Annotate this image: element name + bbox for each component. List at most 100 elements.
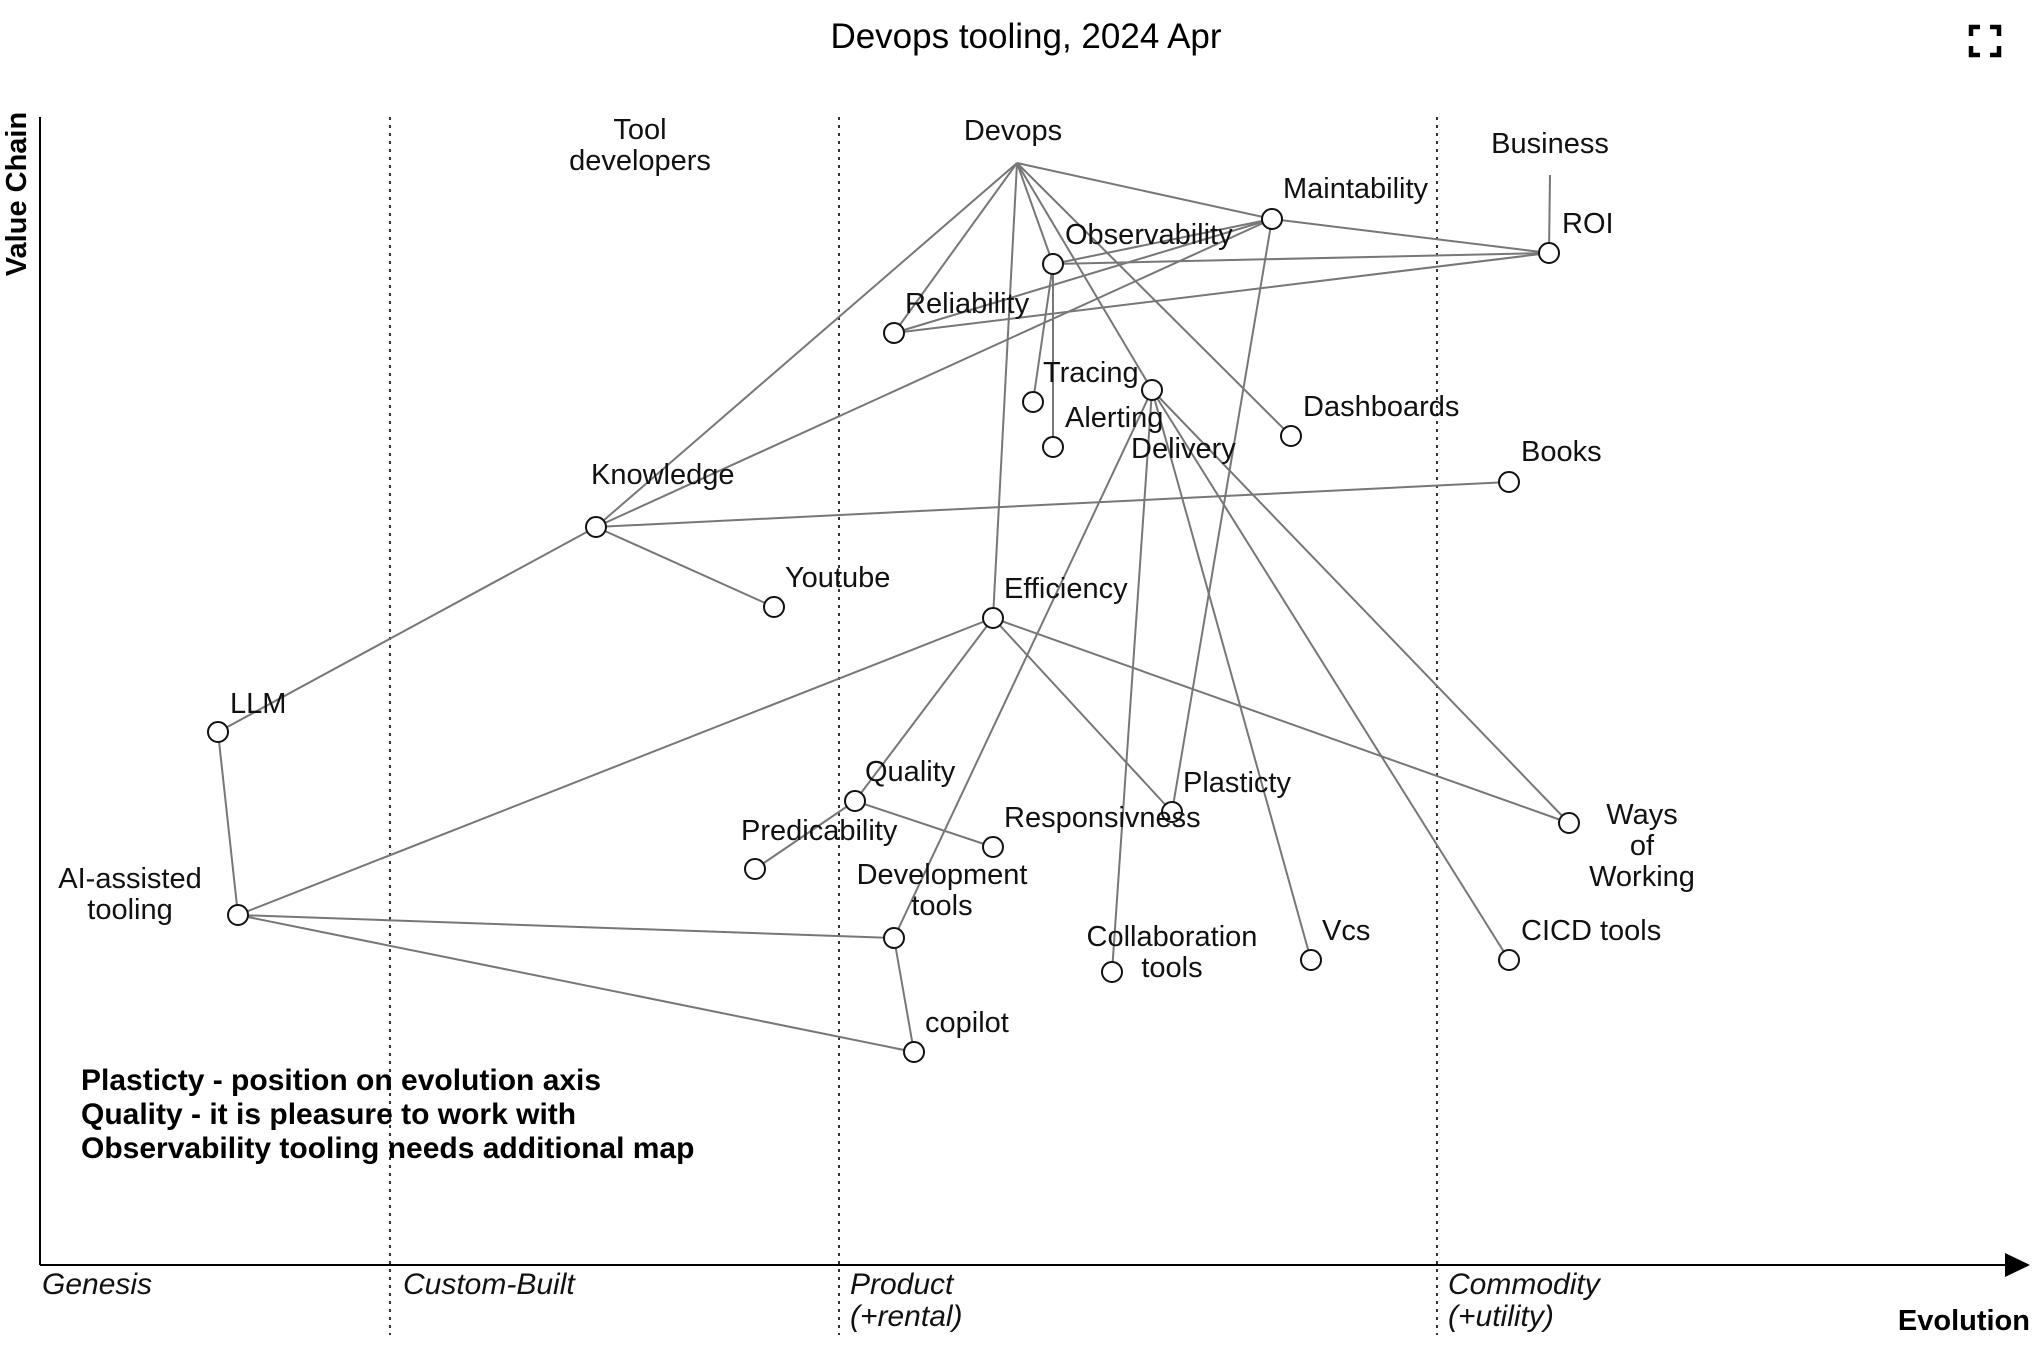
link-delivery-cicd-tools bbox=[1151, 389, 1510, 961]
label-reliability: Reliability bbox=[905, 288, 1030, 320]
node-plasticty[interactable] bbox=[1161, 801, 1183, 823]
nodes-layer bbox=[207, 208, 1580, 1063]
node-alerting[interactable] bbox=[1042, 436, 1064, 458]
note-1: Plasticty - position on evolution axis bbox=[81, 1064, 601, 1097]
node-observability[interactable] bbox=[1042, 253, 1064, 275]
node-cicd-tools[interactable] bbox=[1498, 949, 1520, 971]
link-efficiency-ai-assisted-tooling bbox=[237, 617, 994, 916]
label-ai-assisted-tooling: AI-assisted tooling bbox=[58, 863, 201, 926]
label-business: Business bbox=[1491, 128, 1609, 160]
link-maintability-plasticty bbox=[1171, 218, 1273, 813]
link-quality-predicability bbox=[754, 800, 856, 870]
link-knowledge-youtube bbox=[595, 526, 775, 608]
node-copilot[interactable] bbox=[903, 1041, 925, 1063]
link-devops-reliability bbox=[893, 162, 1018, 334]
label-development-tools: Development tools bbox=[857, 859, 1028, 922]
link-devops-efficiency bbox=[992, 162, 1018, 619]
stage-commodity: Commodity (+utility) bbox=[1448, 1268, 1602, 1333]
node-development-tools[interactable] bbox=[883, 927, 905, 949]
node-quality[interactable] bbox=[844, 790, 866, 812]
node-collaboration-tools[interactable] bbox=[1101, 961, 1123, 983]
label-copilot: copilot bbox=[925, 1007, 1009, 1039]
label-delivery: Delivery bbox=[1131, 433, 1236, 465]
label-quality: Quality bbox=[865, 756, 956, 788]
node-tracing[interactable] bbox=[1022, 391, 1044, 413]
link-devops-observability bbox=[1016, 162, 1054, 265]
node-efficiency[interactable] bbox=[982, 607, 1004, 629]
label-efficiency: Efficiency bbox=[1004, 573, 1128, 605]
label-roi: ROI bbox=[1562, 208, 1614, 240]
labels-layer: Tool developers Devops Business Maintability… bbox=[58, 114, 1695, 1039]
link-efficiency-quality bbox=[854, 617, 994, 802]
link-maintability-reliability bbox=[893, 218, 1273, 334]
link-delivery-collaboration-tools bbox=[1111, 389, 1153, 973]
link-maintability-roi bbox=[1271, 218, 1550, 254]
link-efficiency-plasticty bbox=[992, 617, 1173, 813]
label-tracing: Tracing bbox=[1043, 357, 1139, 389]
fullscreen-icon bbox=[1968, 24, 2002, 58]
link-delivery-development-tools bbox=[893, 389, 1153, 939]
link-observability-roi bbox=[1052, 252, 1550, 265]
evolution-arrowhead-icon bbox=[2005, 1253, 2030, 1277]
label-knowledge: Knowledge bbox=[591, 459, 735, 491]
node-ways-of-working[interactable] bbox=[1558, 812, 1580, 834]
label-plasticty: Plasticty bbox=[1183, 767, 1291, 799]
node-ai-assisted-tooling[interactable] bbox=[227, 904, 249, 926]
label-collaboration-tools: Collaboration tools bbox=[1087, 921, 1258, 984]
map-title: Devops tooling, 2024 Apr bbox=[830, 17, 1221, 56]
label-predicability: Predicability bbox=[741, 815, 898, 847]
node-knowledge[interactable] bbox=[585, 516, 607, 538]
node-maintability[interactable] bbox=[1261, 208, 1283, 230]
stage-custom-built: Custom-Built bbox=[403, 1268, 576, 1301]
link-observability-tracing bbox=[1032, 263, 1054, 403]
note-2: Quality - it is pleasure to work with bbox=[81, 1098, 576, 1131]
node-youtube[interactable] bbox=[763, 596, 785, 618]
node-llm[interactable] bbox=[207, 721, 229, 743]
link-devops-knowledge bbox=[595, 162, 1018, 528]
link-llm-knowledge bbox=[217, 526, 597, 733]
fullscreen-button[interactable] bbox=[1968, 24, 2002, 58]
link-delivery-ways-of-working bbox=[1151, 389, 1570, 824]
link-knowledge-books bbox=[595, 481, 1510, 528]
evolution-label: Evolution bbox=[1898, 1305, 2030, 1337]
link-devops-maintability bbox=[1016, 162, 1273, 220]
label-ways-of-working: Ways of Working bbox=[1589, 799, 1695, 893]
stage-labels: Genesis Custom-Built Product (+rental) Commo… bbox=[42, 1268, 1602, 1333]
label-alerting: Alerting bbox=[1065, 402, 1163, 434]
node-dashboards[interactable] bbox=[1280, 425, 1302, 447]
node-reliability[interactable] bbox=[883, 322, 905, 344]
label-dashboards: Dashboards bbox=[1303, 391, 1459, 423]
link-llm-ai-assisted-tooling bbox=[217, 731, 239, 916]
link-maintability-knowledge bbox=[595, 218, 1273, 528]
node-responsivness[interactable] bbox=[982, 836, 1004, 858]
link-development-tools-copilot bbox=[893, 937, 915, 1053]
node-predicability[interactable] bbox=[744, 858, 766, 880]
link-ai-assisted-tooling-development-tools bbox=[237, 914, 895, 939]
node-books[interactable] bbox=[1498, 471, 1520, 493]
label-maintability: Maintability bbox=[1283, 173, 1429, 205]
label-cicd-tools: CICD tools bbox=[1521, 915, 1661, 947]
stage-genesis: Genesis bbox=[42, 1268, 152, 1301]
stage-product: Product (+rental) bbox=[850, 1268, 963, 1333]
value-chain-label: Value Chain bbox=[1, 112, 33, 276]
link-delivery-vcs bbox=[1151, 389, 1312, 961]
link-devops-dashboards bbox=[1016, 162, 1292, 437]
link-business-roi bbox=[1548, 174, 1551, 254]
node-vcs[interactable] bbox=[1300, 949, 1322, 971]
label-tool-developers: Tool developers bbox=[569, 114, 711, 177]
label-books: Books bbox=[1521, 436, 1602, 468]
node-roi[interactable] bbox=[1538, 242, 1560, 264]
label-llm: LLM bbox=[230, 688, 286, 720]
link-ai-assisted-tooling-copilot bbox=[237, 914, 915, 1053]
node-delivery[interactable] bbox=[1141, 379, 1163, 401]
label-vcs: Vcs bbox=[1322, 915, 1370, 947]
note-3: Observability tooling needs additional m… bbox=[81, 1132, 694, 1165]
label-observability: Observability bbox=[1065, 219, 1233, 251]
notes: Plasticty - position on evolution axisQu… bbox=[81, 1064, 694, 1165]
link-reliability-roi bbox=[893, 252, 1550, 334]
label-youtube: Youtube bbox=[785, 562, 890, 594]
link-quality-responsivness bbox=[854, 800, 994, 848]
label-devops: Devops bbox=[964, 115, 1062, 147]
link-maintability-observability bbox=[1052, 218, 1273, 265]
